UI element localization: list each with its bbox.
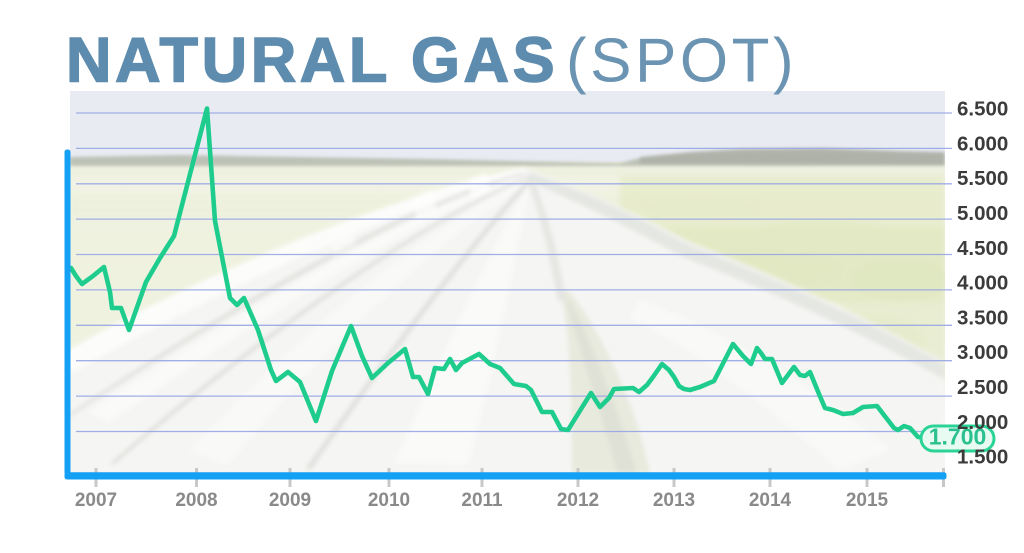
- svg-text:2.000: 2.000: [957, 411, 1008, 434]
- svg-text:6.000: 6.000: [957, 132, 1008, 155]
- svg-text:2012: 2012: [557, 490, 599, 511]
- svg-text:2015: 2015: [846, 490, 889, 511]
- svg-text:1.500: 1.500: [957, 446, 1008, 469]
- svg-text:NATURAL GAS: NATURAL GAS: [66, 26, 558, 96]
- svg-text:3.500: 3.500: [957, 306, 1008, 329]
- svg-text:2010: 2010: [368, 490, 410, 511]
- svg-text:2007: 2007: [75, 490, 117, 511]
- svg-text:4.500: 4.500: [957, 237, 1008, 260]
- svg-text:(SPOT): (SPOT): [566, 27, 797, 96]
- svg-text:2011: 2011: [461, 490, 503, 511]
- svg-text:2008: 2008: [175, 490, 217, 511]
- svg-text:2009: 2009: [269, 490, 311, 511]
- svg-text:5.000: 5.000: [957, 202, 1008, 225]
- svg-text:4.000: 4.000: [957, 272, 1008, 295]
- svg-text:5.500: 5.500: [957, 167, 1008, 190]
- svg-text:2013: 2013: [653, 490, 695, 511]
- svg-text:3.000: 3.000: [957, 341, 1008, 364]
- svg-text:1.700: 1.700: [929, 424, 987, 450]
- svg-text:2.500: 2.500: [957, 376, 1008, 399]
- svg-text:6.500: 6.500: [957, 98, 1008, 121]
- svg-text:2014: 2014: [749, 490, 792, 511]
